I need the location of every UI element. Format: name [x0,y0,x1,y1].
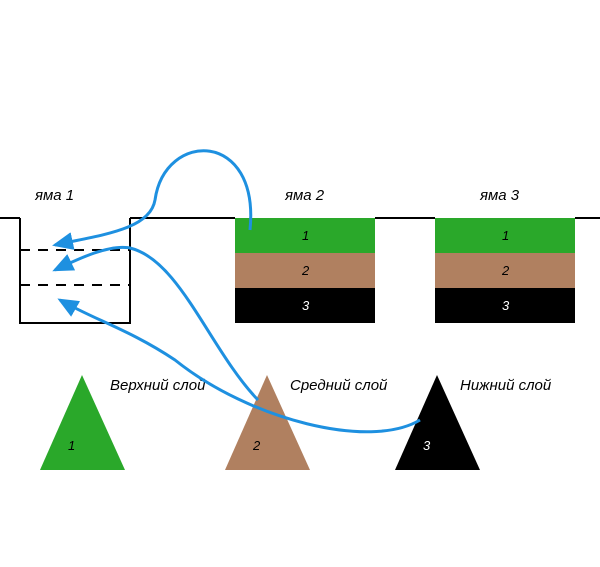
arrow-top-to-pit1 [55,151,251,245]
legend: 1 Верхний слой 2 Средний слой 3 Нижний с… [40,375,552,470]
pit2-label: яма 2 [284,187,325,204]
pit2: 1 2 3 [235,218,375,323]
legend-bot-label: Нижний слой [460,377,552,394]
legend-mid-label: Средний слой [290,377,388,394]
pit2-layer2-num: 2 [301,263,310,278]
legend-mid-num: 2 [252,438,261,453]
pit3-layer3-num: 3 [502,298,510,313]
pit3-layer2-num: 2 [501,263,510,278]
pit2-layer3-num: 3 [302,298,310,313]
pit3: 1 2 3 [435,218,575,323]
pit1-label: яма 1 [34,187,74,204]
pit3-label: яма 3 [479,187,520,204]
diagram-canvas: яма 1 яма 2 яма 3 1 2 3 1 2 3 1 Верхний … [0,0,600,567]
pit3-layer1-num: 1 [502,228,509,243]
pit2-layer1-num: 1 [302,228,309,243]
legend-top-num: 1 [68,438,75,453]
legend-top-label: Верхний слой [110,377,206,394]
legend-bot-num: 3 [423,438,431,453]
